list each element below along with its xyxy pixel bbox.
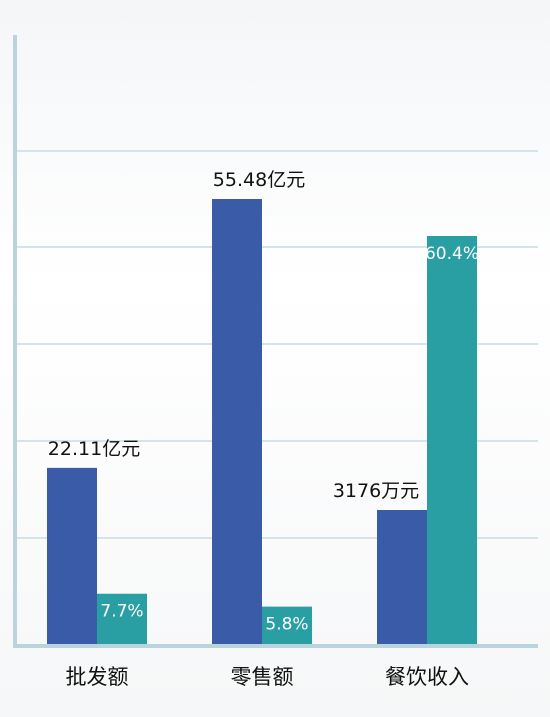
data-labels: 22.11亿元 7.7% 55.48亿元 5.8% 3176万元 60.4% bbox=[48, 169, 479, 635]
bar-series-1-1 bbox=[212, 199, 262, 646]
category-labels: 批发额 零售额 餐饮收入 bbox=[66, 665, 470, 689]
bar-series-1-2 bbox=[377, 510, 427, 646]
data-label-series-2-1: 5.8% bbox=[265, 615, 308, 635]
category-label-2: 餐饮收入 bbox=[385, 665, 469, 689]
category-label-1: 零售额 bbox=[231, 665, 294, 689]
bar-series-1-0 bbox=[47, 467, 97, 646]
axes bbox=[13, 35, 538, 648]
data-label-series-2-2: 60.4% bbox=[425, 244, 479, 264]
bar-series-2-1 bbox=[262, 606, 312, 646]
category-label-0: 批发额 bbox=[66, 665, 129, 689]
bars bbox=[47, 199, 477, 646]
data-label-series-2-0: 7.7% bbox=[100, 602, 143, 622]
bar-series-2-0 bbox=[97, 593, 147, 646]
data-label-series-1-1: 55.48亿元 bbox=[213, 169, 305, 191]
bar-series-2-2 bbox=[427, 236, 477, 646]
data-label-series-1-0: 22.11亿元 bbox=[48, 438, 140, 460]
data-label-series-1-2: 3176万元 bbox=[333, 480, 419, 502]
